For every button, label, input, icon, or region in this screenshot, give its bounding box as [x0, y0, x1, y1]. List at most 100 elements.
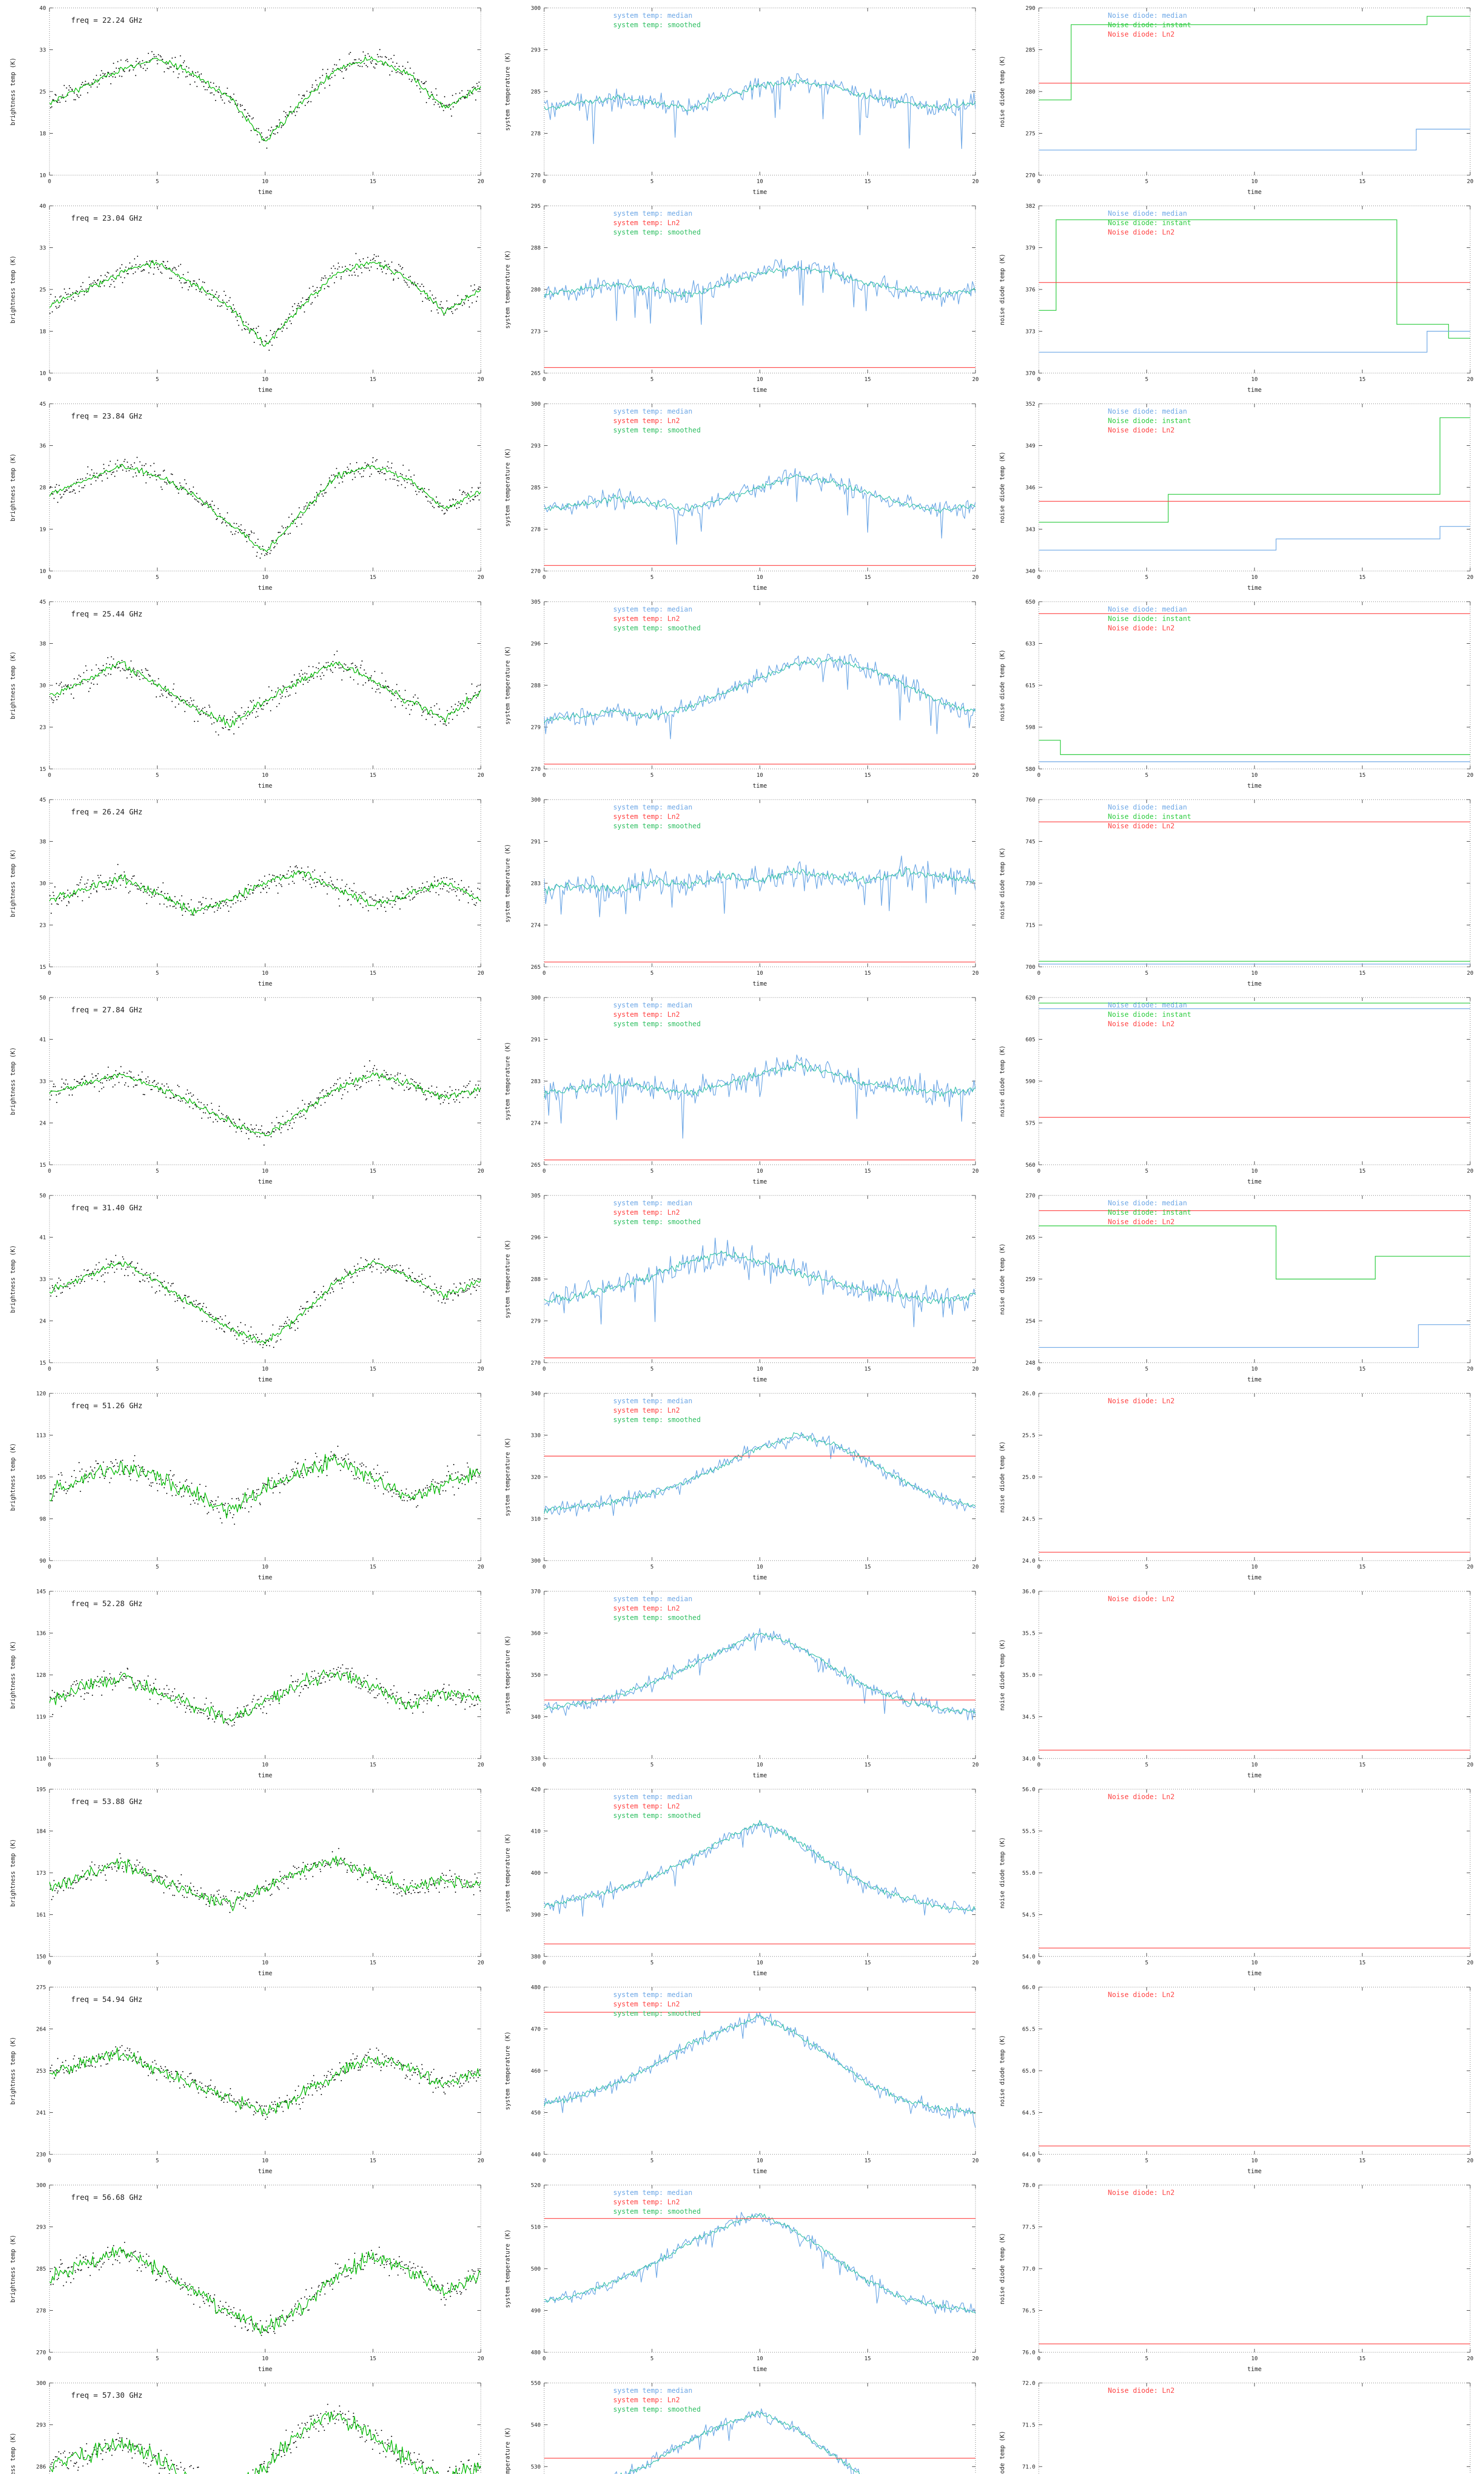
- legend-entry: system temp: Ln2: [613, 1209, 680, 1217]
- x-tick-label: 15: [370, 1564, 376, 1570]
- y-tick-label: 380: [531, 1953, 541, 1960]
- y-tick-label: 340: [531, 1390, 541, 1397]
- freq-label: freq = 23.04 GHz: [71, 214, 143, 223]
- y-tick-label: 33: [40, 245, 46, 251]
- x-axis-label: time: [1248, 2168, 1262, 2175]
- freq-label: freq = 25.44 GHz: [71, 610, 143, 618]
- legend-entry: Noise diode: Ln2: [1108, 1020, 1175, 1028]
- y-axis-label: brightness temp (K): [9, 1245, 16, 1313]
- y-tick-label: 288: [531, 245, 541, 251]
- panel-row11-col3: 0 5 10 15 20 64.0 64.5 65.0 65.5 66.0 noise diode …: [989, 1979, 1484, 2177]
- y-tick-label: 265: [1025, 1235, 1035, 1241]
- series-median: [544, 259, 975, 325]
- y-axis-label: system temperature (K): [504, 2230, 511, 2308]
- panel-row12-col2: 0 5 10 15 20 480 490 500 510 520 system temperatur…: [495, 2177, 989, 2375]
- freq-label: freq = 52.28 GHz: [71, 1599, 143, 1608]
- series-median: [1039, 331, 1470, 353]
- chart-canvas: 0 5 10 15 20 15 24 33 41 50 brightness temp (K) tim…: [9, 995, 484, 1185]
- x-tick-label: 0: [543, 574, 546, 580]
- series-median: [544, 1628, 975, 1720]
- plot-frame: [1038, 1789, 1471, 1957]
- y-tick-label: 72.0: [1022, 2380, 1036, 2386]
- y-tick-label: 285: [531, 484, 541, 491]
- x-axis-label: time: [258, 1970, 273, 1977]
- freq-label: freq = 51.26 GHz: [71, 1401, 143, 1410]
- x-tick-label: 15: [370, 178, 376, 185]
- panel-row7-col1: 0 5 10 15 20 15 24 33 41 50 brightness temp (K) tim…: [0, 1188, 495, 1385]
- y-tick-label: 370: [531, 1588, 541, 1595]
- x-tick-label: 0: [48, 1168, 51, 1174]
- series-group: [1039, 613, 1470, 762]
- series-smoothed: [49, 1454, 481, 1519]
- x-tick-label: 10: [756, 772, 763, 778]
- chart-canvas: 0 5 10 15 20 270 278 285 293 300 system temperatur…: [504, 5, 979, 195]
- series-median: [544, 654, 975, 739]
- x-tick-label: 15: [370, 772, 376, 778]
- panel-row6-col1: 0 5 10 15 20 15 24 33 41 50 brightness temp (K) tim…: [0, 990, 495, 1188]
- x-tick-label: 10: [262, 376, 268, 382]
- x-tick-label: 5: [650, 1959, 654, 1966]
- x-tick-label: 10: [756, 376, 763, 382]
- y-tick-label: 77.5: [1022, 2224, 1036, 2231]
- x-tick-label: 5: [1145, 2157, 1149, 2164]
- series-samples: [49, 1445, 481, 1525]
- y-tick-label: 40: [40, 5, 46, 11]
- y-tick-label: 25.5: [1022, 1432, 1036, 1439]
- x-tick-label: 10: [1251, 1564, 1257, 1570]
- x-axis-label: time: [1248, 189, 1262, 195]
- legend-entry: system temp: smoothed: [613, 427, 701, 434]
- series-group: [544, 2212, 975, 2314]
- x-tick-label: 0: [1037, 1168, 1041, 1174]
- x-tick-label: 0: [1037, 2355, 1041, 2362]
- x-tick-label: 5: [1145, 970, 1149, 976]
- x-tick-label: 5: [650, 2157, 654, 2164]
- x-axis-label: time: [753, 1970, 767, 1977]
- series-group: [49, 864, 481, 916]
- y-tick-label: 15: [40, 766, 46, 772]
- legend-entry: system temp: smoothed: [613, 1812, 701, 1820]
- panel-row10-col2: 0 5 10 15 20 380 390 400 410 420 system temperatur…: [495, 1781, 989, 1979]
- legend-entry: system temp: Ln2: [613, 219, 680, 227]
- y-tick-label: 615: [1025, 682, 1035, 689]
- x-tick-label: 5: [650, 376, 654, 382]
- y-tick-label: 270: [531, 1360, 541, 1366]
- y-tick-label: 650: [1025, 599, 1035, 605]
- y-tick-label: 440: [531, 2151, 541, 2158]
- series-median: [1039, 1324, 1470, 1348]
- x-tick-label: 0: [48, 574, 51, 580]
- y-tick-label: 35.5: [1022, 1630, 1036, 1637]
- x-tick-label: 5: [1145, 1168, 1149, 1174]
- x-axis-label: time: [258, 386, 273, 393]
- y-tick-label: 293: [36, 2224, 46, 2231]
- x-tick-label: 20: [1467, 772, 1473, 778]
- chart-canvas: 0 5 10 15 20 380 390 400 410 420 system temperatur…: [504, 1786, 979, 1977]
- chart-canvas: 0 5 10 15 20 560 575 590 605 620 noise diode temp …: [999, 995, 1474, 1185]
- y-tick-label: 520: [531, 2182, 541, 2189]
- x-tick-label: 0: [48, 772, 51, 778]
- y-tick-label: 35.0: [1022, 1672, 1036, 1678]
- series-samples: [49, 650, 481, 736]
- series-median: [544, 468, 975, 545]
- y-axis-label: brightness temp (K): [9, 1443, 16, 1511]
- x-tick-label: 10: [1251, 970, 1257, 976]
- x-tick-label: 10: [756, 970, 763, 976]
- panel-row13-col2: 05101520510520530540550system temperatur…: [495, 2375, 989, 2474]
- y-tick-label: 264: [36, 2026, 46, 2033]
- series-group: [544, 856, 975, 963]
- chart-canvas: 05101520510520530540550system temperatur…: [504, 2380, 976, 2474]
- x-tick-label: 0: [1037, 1564, 1041, 1570]
- series-group: [49, 2241, 481, 2336]
- series-group: [1039, 417, 1470, 551]
- series-median: [1039, 129, 1470, 150]
- x-axis-label: time: [753, 2168, 767, 2175]
- y-tick-label: 15: [40, 1360, 46, 1366]
- chart-canvas: 0 5 10 15 20 110 119 128 136 145 brightness temp (…: [9, 1588, 484, 1779]
- panel-row7-col3: 0 5 10 15 20 248 254 259 265 270 noise diode temp …: [989, 1188, 1484, 1385]
- y-tick-label: 279: [531, 1318, 541, 1325]
- chart-canvas: 0 5 10 15 20 270 279 288 296 305 system temperatur…: [504, 599, 979, 789]
- y-axis-label: system temperature (K): [504, 646, 511, 725]
- x-tick-label: 0: [1037, 574, 1041, 580]
- x-tick-label: 0: [48, 1959, 51, 1966]
